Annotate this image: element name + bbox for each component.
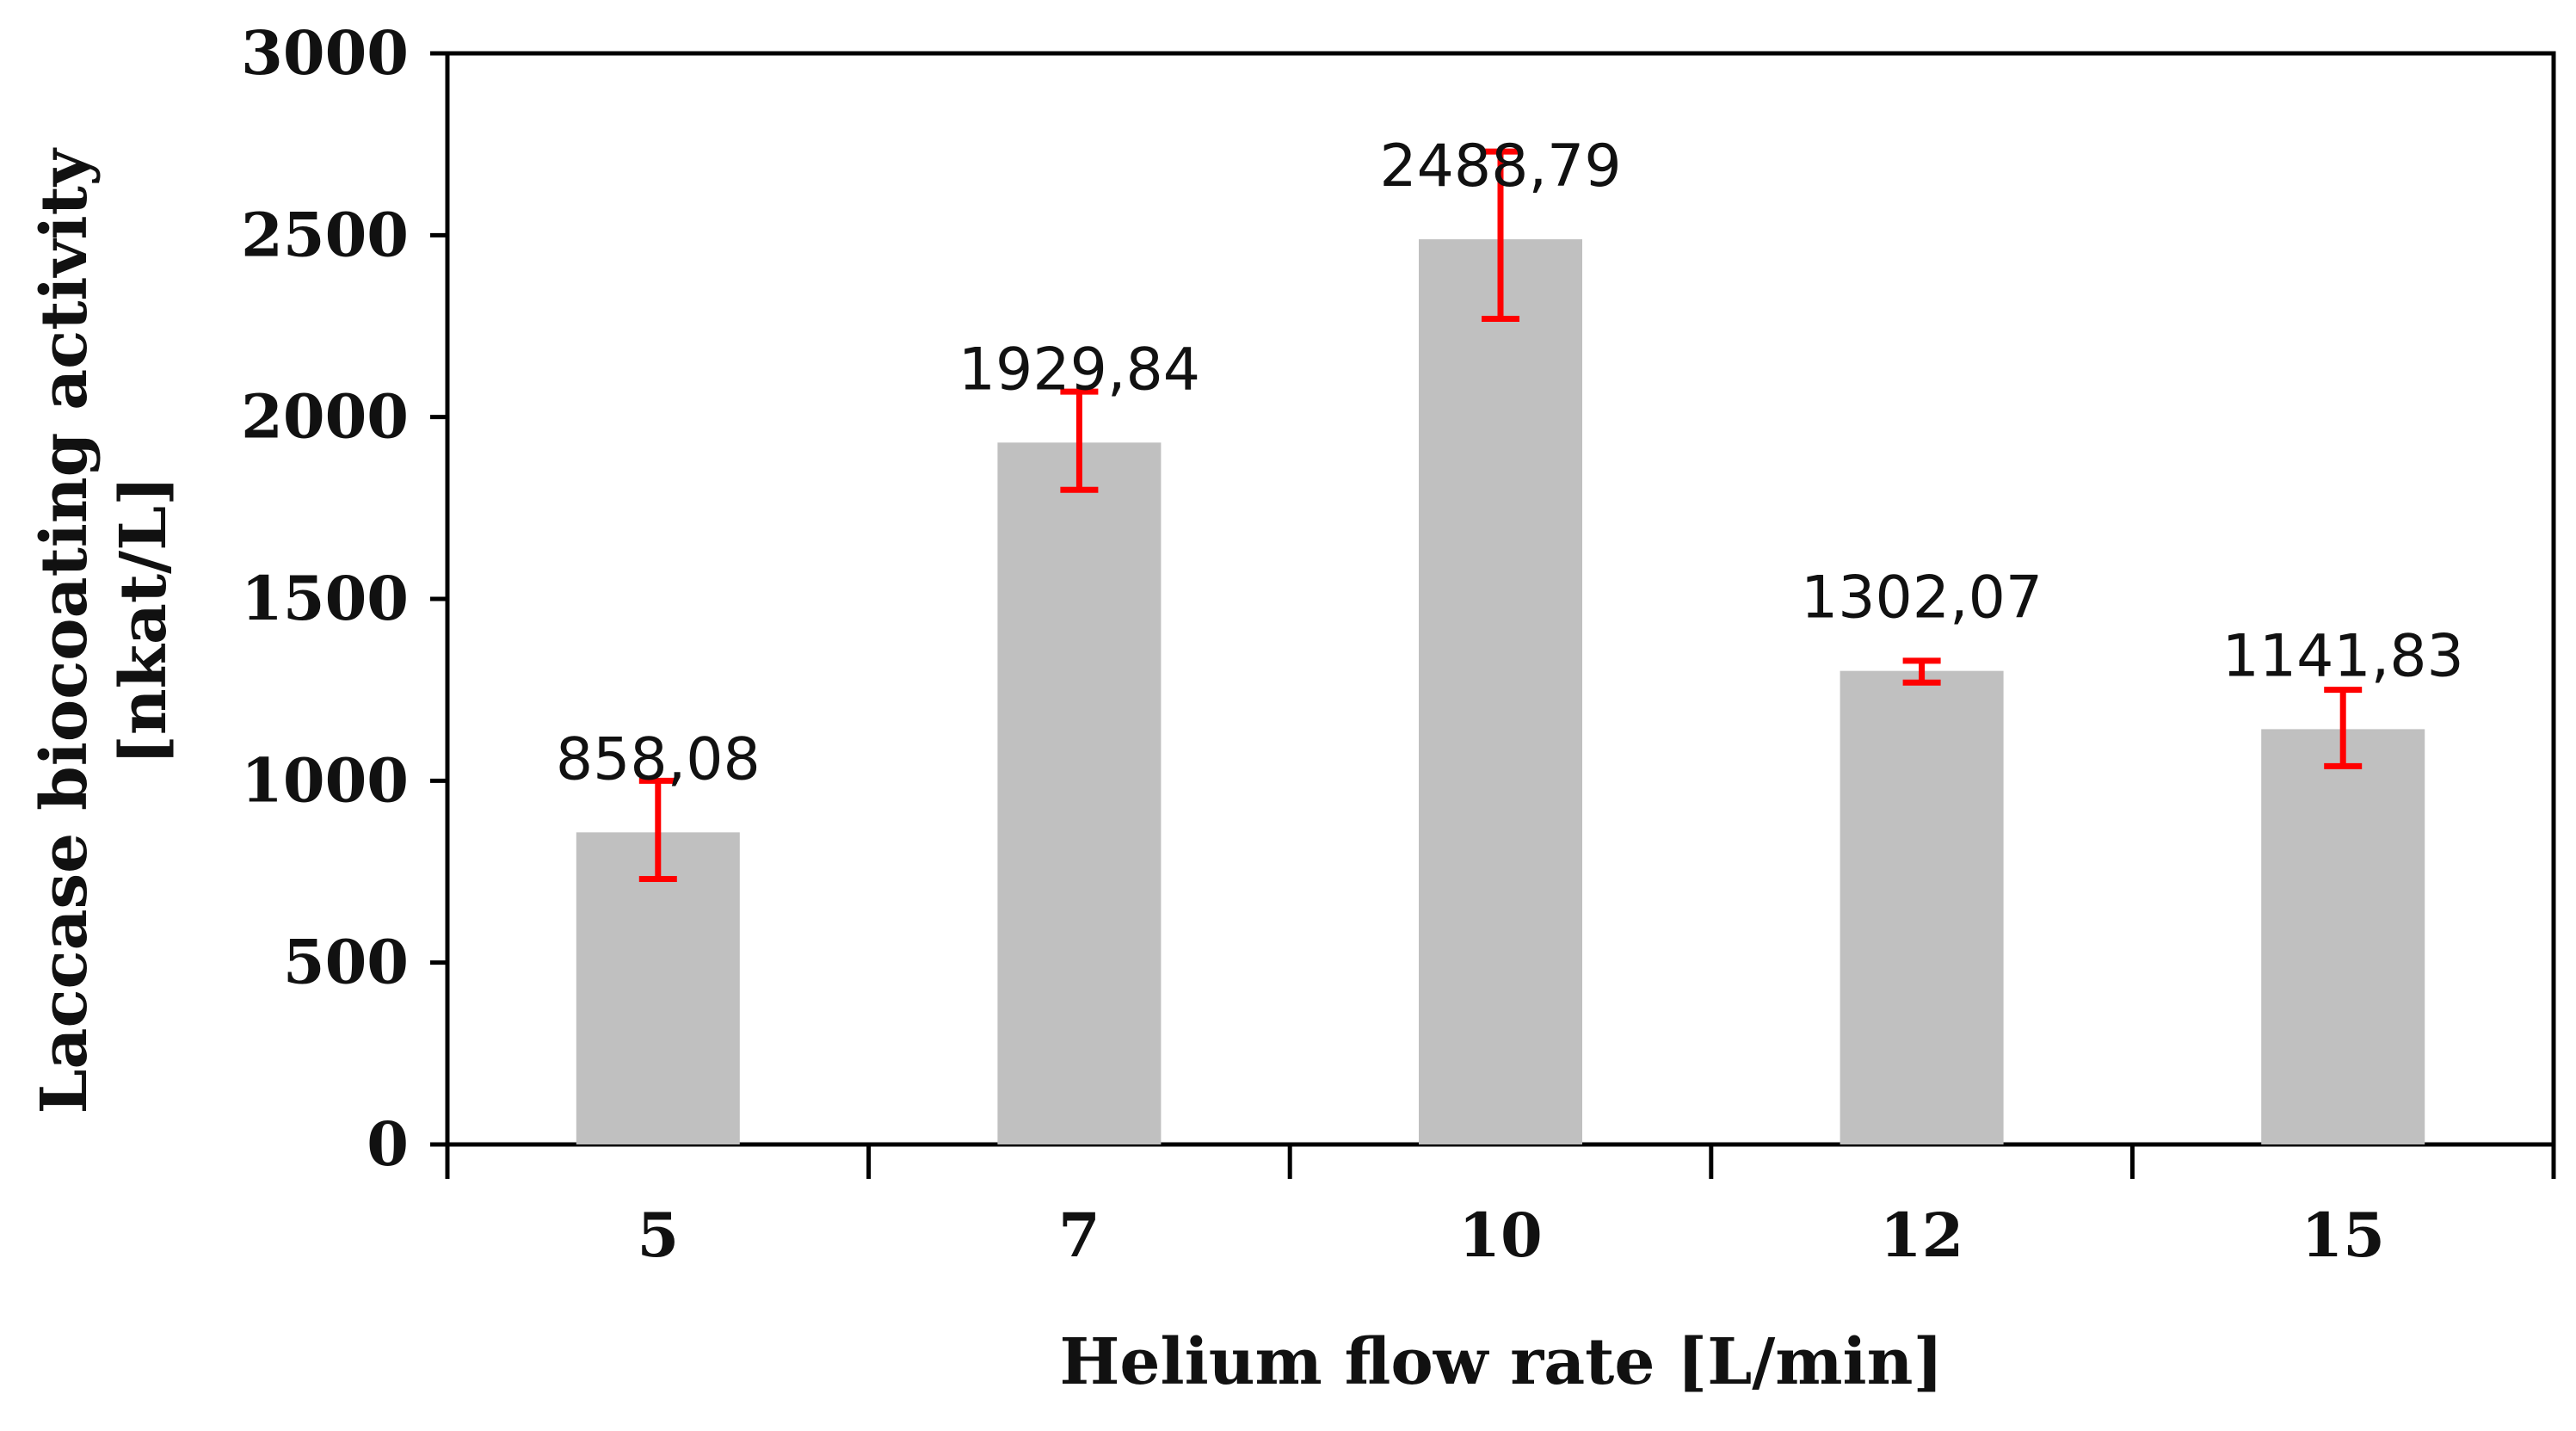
y-tick-label: 1500 [241,563,409,634]
bars [576,239,2425,1145]
x-tick-label: 5 [637,1200,679,1271]
y-tick-label: 1000 [241,744,409,816]
bar-5 [576,832,740,1144]
error-bar-12 [1902,657,1941,686]
y-axis-title-line-2: [nkat/L] [107,476,181,765]
error-bar-15 [2324,687,2363,769]
data-label-10: 2488,79 [1379,133,1621,200]
x-tick-label: 15 [2301,1200,2384,1271]
bar-15 [2261,729,2425,1144]
bar-10 [1419,239,1582,1145]
bar-12 [1840,670,2004,1144]
error-bar-10 [1482,148,1519,323]
bar-7 [997,442,1162,1144]
x-tick-label: 7 [1058,1200,1100,1271]
y-axis-ticks: 0 500 1000 1500 2000 2500 3000 [241,17,447,1180]
y-axis-title-line-1: Laccase biocoating activity [28,147,102,1113]
data-label-12: 1302,07 [1801,564,2043,632]
data-label-15: 1141,83 [2222,622,2464,690]
y-tick-label: 500 [283,927,409,998]
y-tick-label: 3000 [241,17,409,89]
data-label-7: 1929,84 [958,336,1200,404]
error-bar-5 [638,777,677,882]
y-axis-title: Laccase biocoating activity [nkat/L] [28,126,181,1113]
y-tick-label: 0 [367,1108,409,1180]
y-tick-label: 2500 [241,199,409,270]
x-tick-label: 10 [1458,1200,1542,1271]
data-label-5: 858,08 [556,725,761,793]
x-axis-ticks: 5 7 10 12 15 [445,1144,2556,1271]
y-tick-label: 2000 [241,381,409,453]
x-tick-label: 12 [1880,1200,1963,1271]
data-labels: 858,08 1929,84 2488,79 1302,07 1141,83 [556,133,2464,793]
error-bars [638,148,2363,882]
x-axis-title: Helium flow rate [L/min] [1060,1325,1944,1399]
error-bar-7 [1060,388,1099,493]
